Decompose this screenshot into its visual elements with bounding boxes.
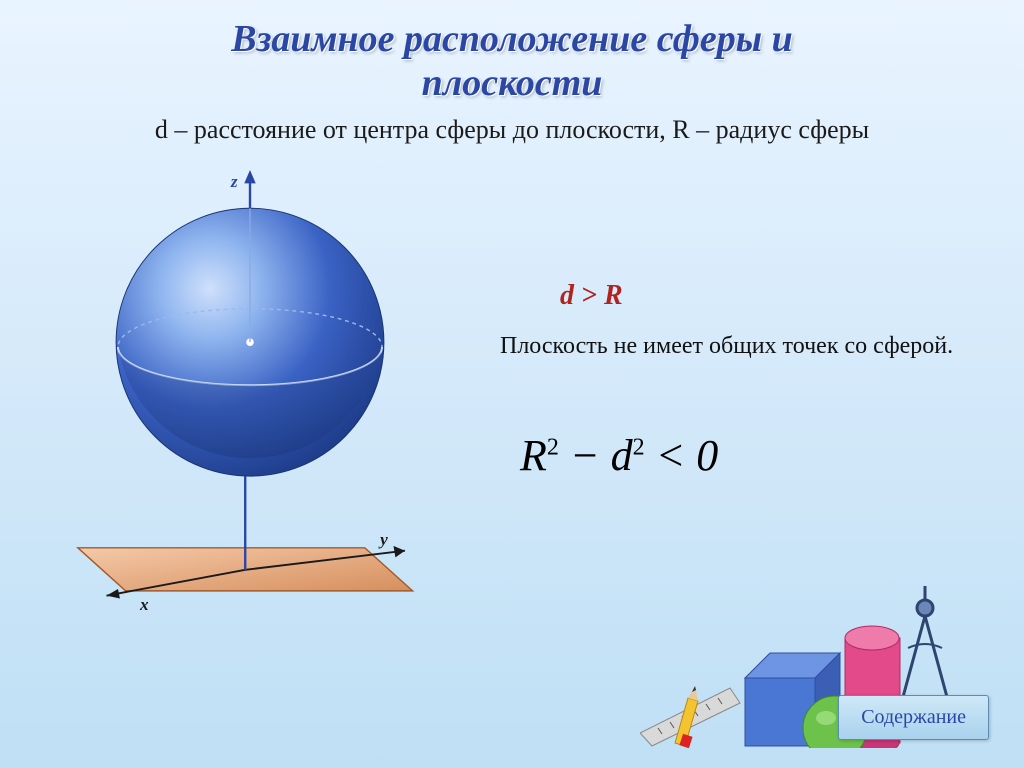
decor-cube xyxy=(745,653,840,746)
axis-y-arrow xyxy=(393,546,404,557)
title-line1: Взаимное расположение сферы и xyxy=(231,18,793,60)
title-line2: плоскости xyxy=(422,62,603,104)
axis-x-arrow xyxy=(107,589,120,599)
decor-ruler xyxy=(640,688,740,746)
explanation-text: Плоскость не имеет общих точек со сферой… xyxy=(500,330,980,362)
subtitle: d – расстояние от центра сферы до плоско… xyxy=(0,115,1024,145)
slide-title: Взаимное расположение сферы и плоскости xyxy=(0,0,1024,105)
axis-x-label: x xyxy=(139,595,149,610)
formula-R: R xyxy=(520,431,547,480)
contents-button[interactable]: Содержание xyxy=(838,695,989,740)
formula-minus: − xyxy=(559,431,611,480)
contents-label: Содержание xyxy=(861,706,966,728)
sphere-plane-diagram: x y z xyxy=(40,170,460,610)
axis-z-arrow xyxy=(244,170,255,183)
decor-sphere-highlight xyxy=(816,711,836,725)
axis-z-label: z xyxy=(230,172,238,191)
decor-pencil xyxy=(675,686,698,748)
slide: Взаимное расположение сферы и плоскости … xyxy=(0,0,1024,768)
formula: R2 − d2 < 0 xyxy=(520,430,718,481)
formula-lt0: < 0 xyxy=(645,431,719,480)
decor-ruler-ticks xyxy=(658,698,722,734)
condition-text: d > R xyxy=(560,280,623,312)
axis-y-label: y xyxy=(378,530,388,549)
formula-d: d xyxy=(611,431,633,480)
